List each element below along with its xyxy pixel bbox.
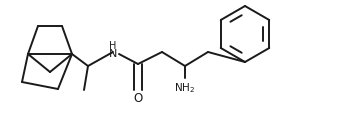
- Text: NH$_2$: NH$_2$: [174, 81, 196, 95]
- Text: H: H: [109, 41, 117, 51]
- Text: O: O: [134, 92, 143, 105]
- Text: N: N: [109, 49, 117, 59]
